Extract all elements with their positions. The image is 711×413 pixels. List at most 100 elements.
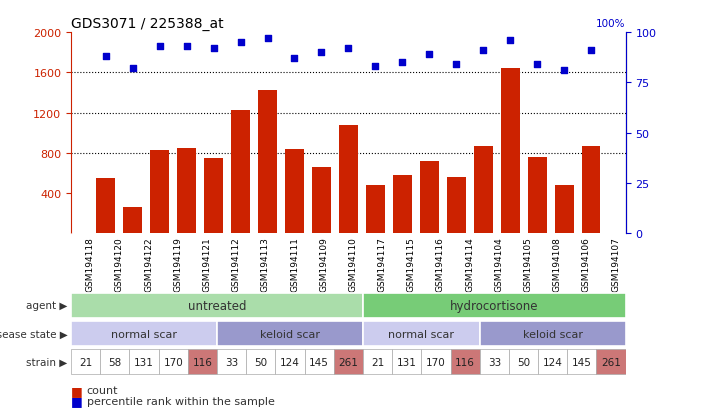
Text: GSM194114: GSM194114 [465, 237, 474, 291]
Text: 131: 131 [397, 357, 417, 367]
Point [451, 62, 462, 69]
Point [316, 50, 327, 57]
Bar [312, 168, 331, 234]
Text: 116: 116 [455, 357, 475, 367]
Text: 100%: 100% [597, 19, 626, 29]
Text: keloid scar: keloid scar [260, 329, 320, 339]
Bar [71, 321, 217, 347]
Bar [71, 349, 100, 375]
Point [181, 44, 192, 50]
Text: ■: ■ [71, 394, 83, 407]
Bar [392, 349, 422, 375]
Bar [528, 157, 547, 234]
Text: disease state ▶: disease state ▶ [0, 329, 68, 339]
Text: agent ▶: agent ▶ [26, 301, 68, 311]
Text: GSM194121: GSM194121 [203, 237, 211, 291]
Bar [275, 349, 304, 375]
Bar [96, 178, 115, 234]
Text: GSM194105: GSM194105 [523, 237, 533, 292]
Bar [419, 161, 439, 234]
Bar [150, 150, 169, 234]
Bar [393, 176, 412, 234]
Point [370, 64, 381, 71]
Point [478, 48, 489, 55]
Bar [501, 69, 520, 234]
Text: normal scar: normal scar [388, 329, 454, 339]
Point [100, 54, 112, 60]
Bar [509, 349, 538, 375]
Bar [597, 349, 626, 375]
Text: hydrocortisone: hydrocortisone [450, 299, 538, 312]
Bar [366, 185, 385, 234]
Point [289, 56, 300, 62]
Bar [339, 126, 358, 234]
Bar [304, 349, 333, 375]
Text: 124: 124 [280, 357, 300, 367]
Bar [159, 349, 188, 375]
Text: 33: 33 [488, 357, 501, 367]
Text: GSM194110: GSM194110 [348, 237, 358, 292]
Text: 170: 170 [164, 357, 183, 367]
Text: 145: 145 [572, 357, 592, 367]
Text: 50: 50 [517, 357, 530, 367]
Text: GSM194104: GSM194104 [494, 237, 503, 291]
Text: GSM194111: GSM194111 [290, 237, 299, 292]
Bar [204, 159, 223, 234]
Text: GSM194112: GSM194112 [232, 237, 240, 291]
Bar [217, 321, 363, 347]
Text: percentile rank within the sample: percentile rank within the sample [87, 396, 274, 406]
Bar [363, 321, 480, 347]
Text: ■: ■ [71, 384, 83, 397]
Text: GSM194109: GSM194109 [319, 237, 328, 292]
Point [531, 62, 542, 69]
Point [558, 68, 570, 74]
Text: GSM194119: GSM194119 [173, 237, 182, 292]
Bar [100, 349, 129, 375]
Bar [71, 293, 363, 318]
Text: GSM194116: GSM194116 [436, 237, 445, 292]
Point [424, 52, 435, 58]
Bar [123, 208, 142, 234]
Text: GSM194118: GSM194118 [86, 237, 95, 292]
Point [208, 46, 219, 52]
Text: 131: 131 [134, 357, 154, 367]
Bar [451, 349, 480, 375]
Point [397, 60, 408, 66]
Point [505, 38, 516, 44]
Point [585, 48, 597, 55]
Bar [285, 150, 304, 234]
Text: 261: 261 [338, 357, 358, 367]
Text: GSM194117: GSM194117 [378, 237, 387, 292]
Text: normal scar: normal scar [111, 329, 177, 339]
Text: count: count [87, 385, 118, 395]
Text: 58: 58 [108, 357, 122, 367]
Text: 21: 21 [371, 357, 384, 367]
Text: keloid scar: keloid scar [523, 329, 583, 339]
Text: GSM194120: GSM194120 [115, 237, 124, 291]
Text: 33: 33 [225, 357, 238, 367]
Bar [555, 185, 574, 234]
Bar [333, 349, 363, 375]
Text: GSM194108: GSM194108 [552, 237, 562, 292]
Bar [480, 349, 509, 375]
Bar [177, 148, 196, 234]
Bar [231, 110, 250, 234]
Bar [217, 349, 246, 375]
Text: GSM194113: GSM194113 [261, 237, 270, 292]
Text: 50: 50 [255, 357, 267, 367]
Point [343, 46, 354, 52]
Text: 170: 170 [426, 357, 446, 367]
Text: 116: 116 [193, 357, 213, 367]
Bar [188, 349, 217, 375]
Point [127, 66, 139, 72]
Bar [538, 349, 567, 375]
Bar [480, 321, 626, 347]
Bar [363, 349, 392, 375]
Text: GSM194107: GSM194107 [611, 237, 620, 292]
Bar [474, 147, 493, 234]
Text: 124: 124 [542, 357, 562, 367]
Bar [447, 178, 466, 234]
Text: GSM194122: GSM194122 [144, 237, 153, 291]
Bar [363, 293, 626, 318]
Bar [246, 349, 275, 375]
